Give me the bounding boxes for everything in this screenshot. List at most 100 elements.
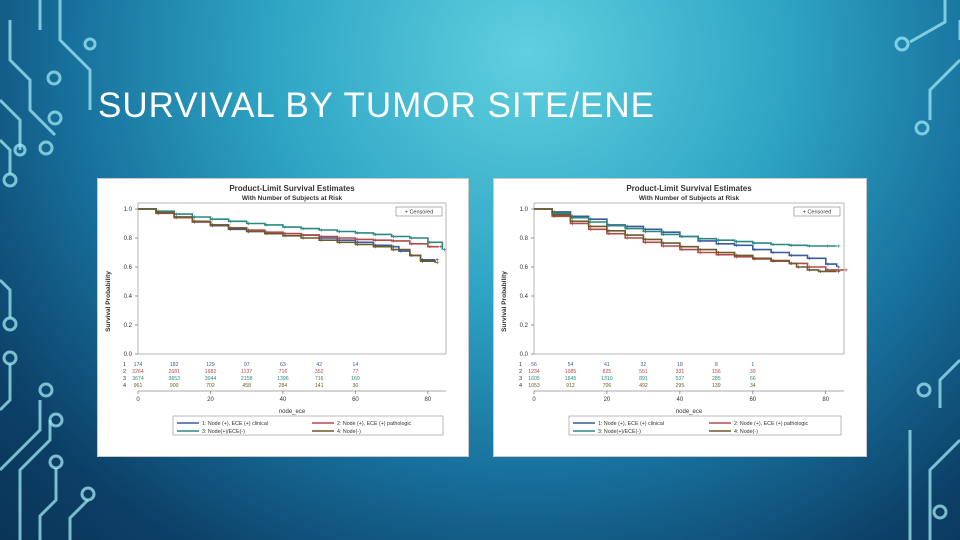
censor-mark bbox=[210, 217, 215, 221]
risk-count: 537 bbox=[676, 376, 685, 382]
censor-mark bbox=[716, 250, 720, 255]
y-tick-label: 0.0 bbox=[520, 352, 529, 358]
chart-title: Product-Limit Survival Estimates bbox=[229, 184, 355, 193]
censor-mark bbox=[643, 237, 648, 242]
x-tick-label: 60 bbox=[352, 397, 359, 403]
risk-count: 1137 bbox=[241, 369, 252, 375]
censor-mark bbox=[589, 220, 593, 224]
censor-mark bbox=[734, 240, 739, 244]
censor-mark bbox=[589, 224, 593, 228]
risk-count: 160 bbox=[351, 376, 360, 382]
risk-count: 3044 bbox=[205, 376, 217, 382]
y-tick-label: 0.2 bbox=[124, 323, 133, 329]
censor-mark bbox=[247, 221, 251, 226]
censor-mark bbox=[410, 236, 414, 240]
legend-title: node_ece bbox=[676, 409, 703, 415]
risk-count: 716 bbox=[315, 376, 324, 382]
censor-mark bbox=[228, 219, 233, 223]
risk-row-label: 1 bbox=[123, 362, 126, 368]
risk-count: 54 bbox=[568, 362, 574, 368]
censor-mark bbox=[680, 248, 684, 252]
censor-mark bbox=[826, 244, 830, 248]
censor-mark bbox=[771, 242, 775, 247]
censor-mark bbox=[662, 244, 666, 248]
censor-mark bbox=[607, 232, 611, 236]
risk-count: 156 bbox=[712, 369, 721, 375]
censor-mark bbox=[698, 250, 702, 255]
censor-mark bbox=[818, 269, 823, 273]
risk-count: 30 bbox=[353, 383, 359, 389]
censor-mark bbox=[392, 248, 396, 252]
risk-count: 1234 bbox=[528, 369, 540, 375]
censor-mark bbox=[373, 232, 378, 236]
risk-count: 1682 bbox=[205, 369, 217, 375]
censor-mark bbox=[807, 268, 812, 272]
risk-count: 174 bbox=[134, 362, 143, 368]
chart-panel-left: Product-Limit Survival Estimates With Num… bbox=[97, 178, 469, 457]
y-tick-label: 0.2 bbox=[520, 323, 529, 329]
risk-row-label: 3 bbox=[123, 376, 126, 382]
km-chart-right: Product-Limit Survival Estimates With Num… bbox=[501, 184, 848, 436]
y-tick-label: 0.6 bbox=[520, 265, 529, 271]
censor-mark bbox=[662, 232, 666, 236]
censor-mark bbox=[435, 261, 439, 265]
x-tick-label: 20 bbox=[604, 397, 611, 403]
risk-count: 1053 bbox=[528, 383, 540, 389]
y-tick-label: 0.0 bbox=[124, 352, 133, 358]
censor-mark bbox=[789, 261, 793, 265]
y-tick-label: 1.0 bbox=[520, 207, 529, 213]
risk-count: 34 bbox=[750, 383, 756, 389]
risk-count: 702 bbox=[206, 383, 215, 389]
x-tick-label: 40 bbox=[677, 397, 684, 403]
plot-frame bbox=[137, 202, 447, 355]
censor-mark bbox=[826, 262, 830, 266]
y-tick-label: 0.4 bbox=[124, 294, 133, 300]
censor-mark bbox=[210, 223, 215, 227]
censor-mark bbox=[265, 223, 269, 227]
censored-legend-box bbox=[395, 206, 443, 217]
x-tick-label: 40 bbox=[280, 397, 287, 403]
censor-mark bbox=[643, 229, 648, 234]
censor-mark bbox=[680, 234, 684, 239]
legend-entry-2: 2: Node (+), ECE (+) pathologic bbox=[734, 421, 809, 427]
censor-mark bbox=[392, 239, 396, 243]
censor-mark bbox=[373, 245, 378, 249]
legend-entry-4: 4: Node(-) bbox=[734, 429, 758, 435]
censor-mark bbox=[734, 253, 739, 257]
censor-mark bbox=[837, 244, 841, 248]
km-chart-left: Product-Limit Survival Estimates With Num… bbox=[105, 184, 447, 436]
chart-title: Product-Limit Survival Estimates bbox=[626, 184, 752, 193]
risk-count: 284 bbox=[279, 383, 288, 389]
censor-mark bbox=[283, 234, 287, 238]
risk-row-label: 4 bbox=[519, 383, 522, 389]
censor-mark bbox=[807, 244, 812, 248]
survival-curve-3 bbox=[534, 208, 837, 247]
legend-entry-3: 3: Node(+)/ECE(-) bbox=[202, 429, 245, 435]
censor-mark bbox=[301, 226, 305, 231]
censor-mark bbox=[771, 258, 775, 263]
x-tick-label: 60 bbox=[749, 397, 756, 403]
risk-count: 3674 bbox=[132, 376, 144, 382]
censored-legend-label: + Censored bbox=[803, 210, 832, 216]
censor-mark bbox=[410, 253, 414, 257]
survival-curve-4 bbox=[138, 208, 436, 263]
risk-count: 458 bbox=[242, 383, 251, 389]
risk-count: 716 bbox=[279, 369, 288, 375]
censor-mark bbox=[435, 258, 439, 262]
x-tick-label: 0 bbox=[136, 397, 140, 403]
risk-row-label: 3 bbox=[519, 376, 522, 382]
risk-count: 295 bbox=[676, 383, 685, 389]
censor-mark bbox=[265, 232, 269, 236]
x-tick-label: 0 bbox=[532, 397, 536, 403]
censor-mark bbox=[589, 217, 593, 221]
risk-count: 8 bbox=[715, 362, 718, 368]
survival-curve-4 bbox=[534, 208, 837, 273]
risk-count: 2264 bbox=[132, 369, 144, 375]
risk-count: 961 bbox=[134, 383, 143, 389]
censor-mark bbox=[552, 213, 556, 217]
censor-mark bbox=[753, 241, 757, 245]
censor-mark bbox=[156, 211, 160, 215]
risk-row-label: 2 bbox=[123, 369, 126, 375]
risk-count: 2681 bbox=[168, 369, 180, 375]
censor-mark bbox=[789, 243, 793, 247]
